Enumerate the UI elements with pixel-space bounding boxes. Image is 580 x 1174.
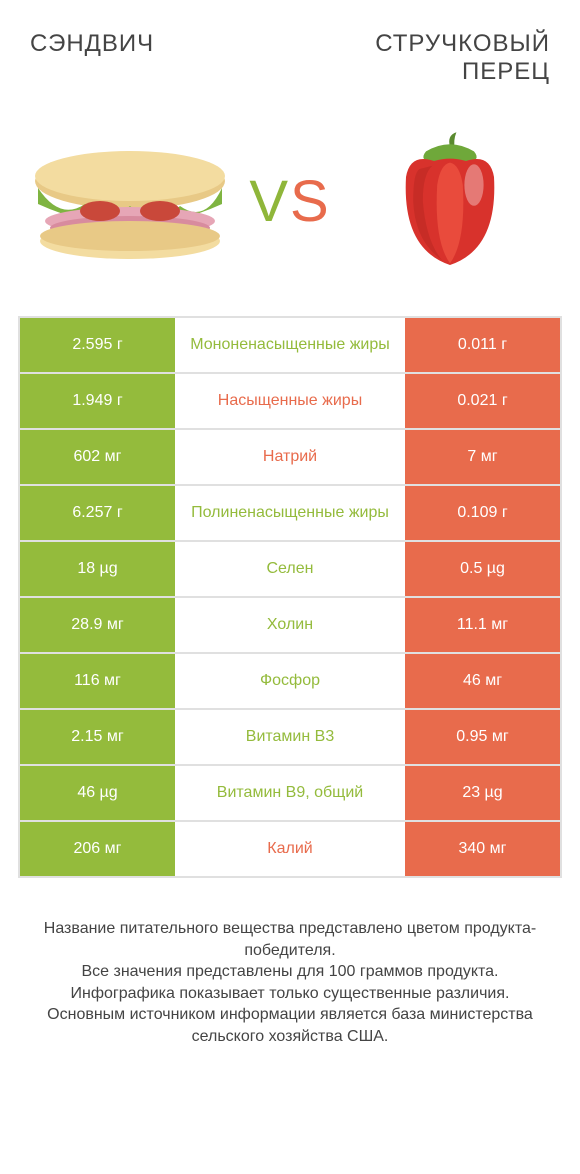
cell-right-value: 0.95 мг xyxy=(405,710,560,764)
cell-label: Витамин B3 xyxy=(175,710,405,764)
cell-label: Полиненасыщенные жиры xyxy=(175,486,405,540)
cell-label: Мононенасыщенные жиры xyxy=(175,318,405,372)
footer-line: Инфографика показывает только существенн… xyxy=(20,983,560,1005)
table-row: 206 мгКалий340 мг xyxy=(20,820,560,876)
cell-right-value: 7 мг xyxy=(405,430,560,484)
vs-v: V xyxy=(249,169,290,234)
sandwich-image xyxy=(30,126,230,276)
cell-left-value: 6.257 г xyxy=(20,486,175,540)
footer: Название питательного вещества представл… xyxy=(0,878,580,1068)
cell-label: Витамин B9, общий xyxy=(175,766,405,820)
images-row: VS xyxy=(0,106,580,316)
cell-label: Калий xyxy=(175,822,405,876)
footer-line: Все значения представлены для 100 граммо… xyxy=(20,961,560,983)
cell-right-value: 340 мг xyxy=(405,822,560,876)
nutrient-table: 2.595 гМононенасыщенные жиры0.011 г1.949… xyxy=(18,316,562,878)
cell-right-value: 46 мг xyxy=(405,654,560,708)
cell-left-value: 28.9 мг xyxy=(20,598,175,652)
title-right: СТРУЧКОВЫЙ ПЕРЕЦ xyxy=(375,30,550,86)
cell-right-value: 0.5 µg xyxy=(405,542,560,596)
cell-right-value: 0.011 г xyxy=(405,318,560,372)
cell-right-value: 11.1 мг xyxy=(405,598,560,652)
cell-label: Селен xyxy=(175,542,405,596)
title-left: СЭНДВИЧ xyxy=(30,30,154,58)
footer-line: Основным источником информации является … xyxy=(20,1004,560,1047)
table-row: 2.595 гМононенасыщенные жиры0.011 г xyxy=(20,316,560,372)
cell-right-value: 0.021 г xyxy=(405,374,560,428)
cell-right-value: 0.109 г xyxy=(405,486,560,540)
table-row: 46 µgВитамин B9, общий23 µg xyxy=(20,764,560,820)
table-row: 116 мгФосфор46 мг xyxy=(20,652,560,708)
vs-label: VS xyxy=(249,168,330,235)
table-row: 602 мгНатрий7 мг xyxy=(20,428,560,484)
cell-left-value: 206 мг xyxy=(20,822,175,876)
table-row: 1.949 гНасыщенные жиры0.021 г xyxy=(20,372,560,428)
cell-right-value: 23 µg xyxy=(405,766,560,820)
cell-label: Холин xyxy=(175,598,405,652)
cell-left-value: 2.595 г xyxy=(20,318,175,372)
header: СЭНДВИЧ СТРУЧКОВЫЙ ПЕРЕЦ xyxy=(0,0,580,106)
table-row: 6.257 гПолиненасыщенные жиры0.109 г xyxy=(20,484,560,540)
footer-line: Название питательного вещества представл… xyxy=(20,918,560,961)
vs-s: S xyxy=(290,169,331,234)
table-row: 18 µgСелен0.5 µg xyxy=(20,540,560,596)
table-row: 2.15 мгВитамин B30.95 мг xyxy=(20,708,560,764)
cell-label: Насыщенные жиры xyxy=(175,374,405,428)
cell-label: Фосфор xyxy=(175,654,405,708)
cell-left-value: 46 µg xyxy=(20,766,175,820)
cell-left-value: 2.15 мг xyxy=(20,710,175,764)
cell-left-value: 18 µg xyxy=(20,542,175,596)
cell-left-value: 116 мг xyxy=(20,654,175,708)
table-row: 28.9 мгХолин11.1 мг xyxy=(20,596,560,652)
cell-label: Натрий xyxy=(175,430,405,484)
cell-left-value: 1.949 г xyxy=(20,374,175,428)
pepper-image xyxy=(350,126,550,276)
cell-left-value: 602 мг xyxy=(20,430,175,484)
